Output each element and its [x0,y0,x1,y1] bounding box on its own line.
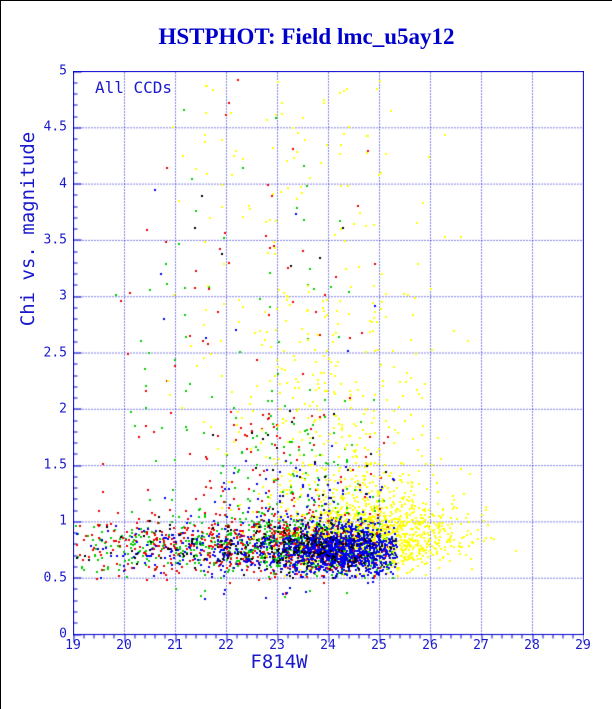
x-tick-label: 19 [65,638,81,653]
y-tick-label: 3 [59,288,67,304]
x-tick-label: 27 [473,638,489,653]
y-tick-label: 4 [59,176,67,192]
y-tick-label: 1.5 [43,457,67,473]
x-tick-label: 25 [371,638,387,653]
x-tick-label: 22 [218,638,234,653]
page-title: HSTPHOT: Field lmc_u5ay12 [158,24,455,49]
y-tick-label: 0.5 [43,570,67,586]
y-tick-label: 3.5 [43,232,67,248]
annotation-all-ccds: All CCDs [95,78,173,97]
x-tick-label: 28 [524,638,540,653]
x-tick-label: 20 [116,638,132,653]
y-tick-label: 1 [59,513,67,529]
x-tick-label: 21 [167,638,183,653]
y-tick-label: 4.5 [43,119,67,135]
y-axis-label: Chi vs. magnitude [17,131,39,327]
y-tick-label: 5 [59,63,67,79]
x-tick-label: 26 [422,638,438,653]
y-tick-label: 2.5 [43,345,67,360]
y-tick-label: 2 [59,401,67,417]
y-tick-label: 0 [59,626,67,642]
x-tick-label: 29 [575,638,591,653]
plot-canvas [73,71,584,644]
x-tick-label: 24 [320,638,336,653]
x-axis-label: F814W [250,651,308,673]
x-tick-label: 23 [269,638,285,653]
